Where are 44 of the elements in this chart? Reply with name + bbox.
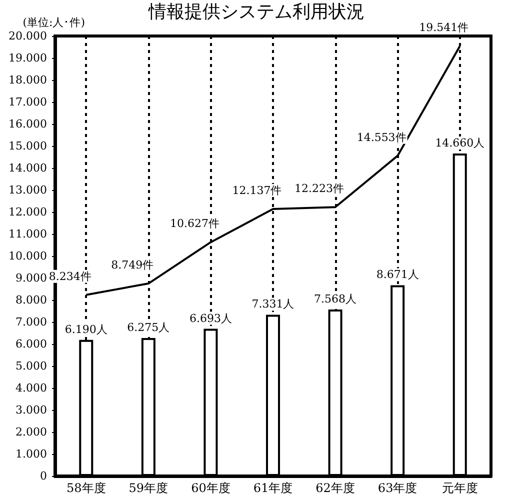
data-label: 14.553件 <box>356 130 406 144</box>
y-tick-label: 10.000 <box>8 250 47 262</box>
y-tick-label: 15.000 <box>8 140 47 152</box>
y-tick-label: 19.000 <box>8 52 47 64</box>
data-label: 10.627件 <box>170 217 220 230</box>
data-label: 6.693人 <box>189 312 232 325</box>
x-tick-label: 60年度 <box>191 481 230 495</box>
data-label: 8.671人 <box>376 268 419 282</box>
y-tick-label: 4.000 <box>16 382 47 394</box>
y-tick-label: 8.000 <box>16 294 47 306</box>
y-tick-label: 7.000 <box>16 316 47 328</box>
x-tick-label: 63年度 <box>378 481 418 495</box>
data-label: 7.331人 <box>252 298 294 311</box>
y-tick-label: 14.000 <box>8 162 47 174</box>
y-tick-label: 0 <box>40 470 47 482</box>
y-tick-label: 9.000 <box>16 272 47 284</box>
x-tick-label: 59年度 <box>128 481 168 495</box>
x-tick-label: 58年度 <box>66 481 106 495</box>
data-label: 12.137件 <box>232 184 282 197</box>
x-tick-label: 61年度 <box>253 481 293 495</box>
data-label: 14.660人 <box>435 136 485 150</box>
x-tick-label: 62年度 <box>316 481 355 495</box>
y-tick-label: 5.000 <box>16 360 47 372</box>
data-label: 6.275人 <box>127 320 170 334</box>
y-tick-label: 6.000 <box>16 338 47 350</box>
chart-title: 情報提供システム利用状況 <box>148 2 364 22</box>
y-tick-label: 13.000 <box>8 184 47 196</box>
y-axis-title: (単位:人･件) <box>22 16 85 29</box>
data-label: 19.541件 <box>419 21 469 34</box>
y-tick-label: 11.000 <box>8 228 47 240</box>
y-tick-label: 20.000 <box>8 30 47 42</box>
data-label: 12.223件 <box>294 182 344 196</box>
y-tick-label: 18.000 <box>8 74 47 86</box>
data-label: 7.568人 <box>314 292 357 306</box>
y-tick-label: 12.000 <box>8 206 47 218</box>
y-tick-label: 3.000 <box>16 404 47 416</box>
data-label: 6.190人 <box>64 322 108 336</box>
y-tick-label: 16.000 <box>8 118 47 130</box>
data-label: 8.749件 <box>111 258 154 272</box>
y-tick-label: 1.000 <box>16 448 47 460</box>
data-label: 8.234件 <box>48 270 92 283</box>
y-tick-label: 2.000 <box>16 426 47 438</box>
y-tick-label: 17.000 <box>8 96 47 108</box>
x-tick-label: 元年度 <box>442 481 478 495</box>
